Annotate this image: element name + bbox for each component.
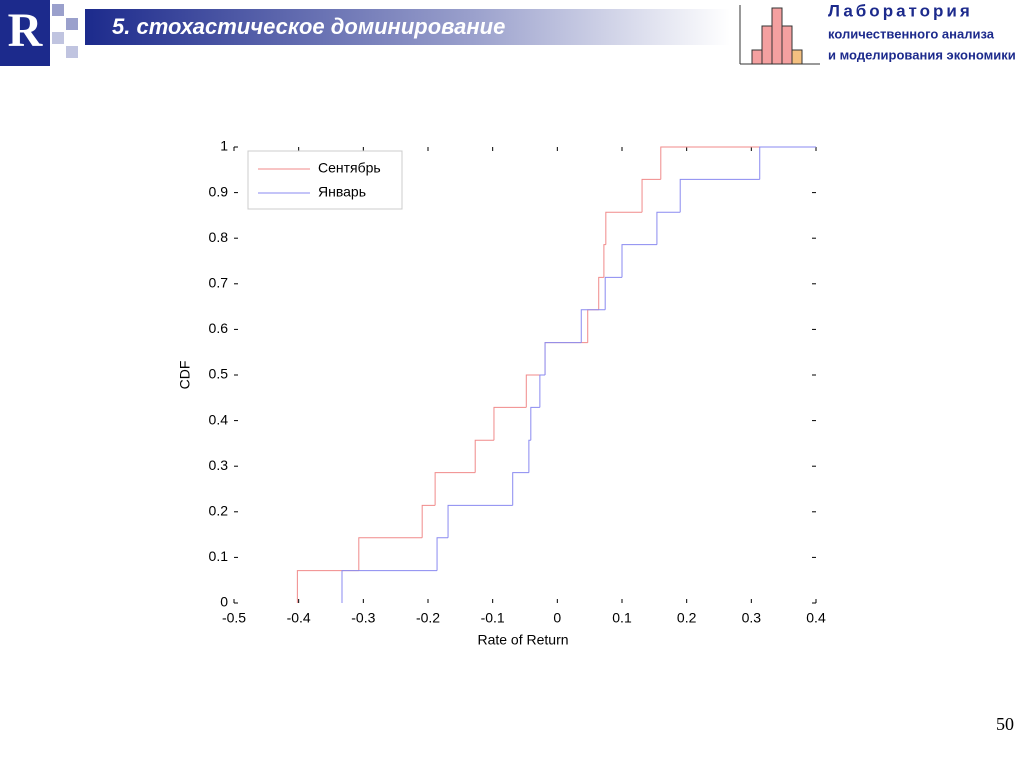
cdf-step xyxy=(759,146,816,180)
x-tick-label: -0.5 xyxy=(222,610,246,626)
cdf-step xyxy=(604,276,622,310)
y-tick-label: 0.5 xyxy=(209,366,229,382)
cdf-step xyxy=(656,211,681,245)
cdf-step xyxy=(421,504,436,538)
lab-title: Лаборатория xyxy=(828,1,973,20)
cdf-step xyxy=(603,244,606,278)
cdf-step xyxy=(539,374,546,408)
cdf-step xyxy=(525,374,546,408)
cdf-step xyxy=(544,342,582,375)
y-tick-label: 0.8 xyxy=(209,229,229,245)
cdf-step xyxy=(434,472,476,506)
x-tick-label: 0.2 xyxy=(677,610,697,626)
lab-line: количественного анализа xyxy=(828,26,995,41)
cdf-step xyxy=(530,406,540,441)
y-tick-label: 0.9 xyxy=(209,183,229,199)
lab-logo xyxy=(739,5,820,65)
lab-line: и моделирования экономики xyxy=(828,47,1016,62)
legend-box xyxy=(247,150,403,210)
y-tick-label: 0.4 xyxy=(209,411,229,427)
x-axis-label: Rate of Return xyxy=(477,632,568,648)
legend-label: Сентябрь xyxy=(318,160,381,176)
cdf-step xyxy=(358,537,423,571)
x-tick-label: -0.2 xyxy=(416,610,440,626)
title-bar xyxy=(85,9,730,45)
cdf-step xyxy=(621,244,657,278)
y-tick-label: 0.6 xyxy=(209,320,229,336)
svg-text:R: R xyxy=(8,4,44,57)
x-tick-label: 0.1 xyxy=(612,610,632,626)
cdf-step xyxy=(296,570,359,603)
y-tick-label: 0 xyxy=(220,594,228,610)
x-tick-label: -0.1 xyxy=(481,610,505,626)
y-tick-label: 0.3 xyxy=(209,457,229,473)
y-tick-label: 0.1 xyxy=(209,548,229,564)
cdf-step xyxy=(528,439,531,473)
x-tick-label: -0.3 xyxy=(351,610,375,626)
cdf-step xyxy=(641,178,661,213)
x-tick-label: -0.4 xyxy=(287,610,311,626)
cdf-step xyxy=(660,146,816,180)
cdf-step xyxy=(447,504,513,538)
y-tick-label: 0.7 xyxy=(209,275,229,291)
cdf-step xyxy=(580,309,606,343)
legend-label: Январь xyxy=(318,184,366,200)
cdf-step xyxy=(598,276,604,310)
cdf-step xyxy=(512,472,529,506)
cdf-step xyxy=(474,439,494,473)
cdf-step xyxy=(587,309,599,343)
logo: R xyxy=(0,0,78,66)
y-axis-label: CDF xyxy=(177,361,193,390)
page-number: 50 xyxy=(996,714,1014,734)
slide-title: 5. стохастическое доминирование xyxy=(112,14,505,39)
x-tick-label: 0.3 xyxy=(742,610,762,626)
cdf-step xyxy=(605,211,643,245)
cdf-step xyxy=(493,406,527,441)
y-tick-label: 1 xyxy=(220,138,228,154)
y-tick-label: 0.2 xyxy=(209,503,229,519)
x-tick-label: 0 xyxy=(553,610,561,626)
cdf-step xyxy=(544,342,588,375)
x-tick-label: 0.4 xyxy=(806,610,826,626)
cdf-step xyxy=(679,178,760,213)
cdf-step xyxy=(436,537,449,571)
cdf-step xyxy=(341,570,438,603)
